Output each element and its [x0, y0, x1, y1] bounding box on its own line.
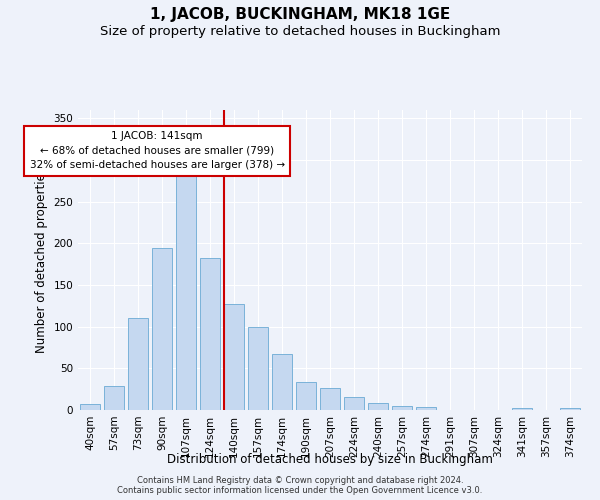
Bar	[248, 326, 268, 410]
Bar	[392, 406, 412, 410]
Bar	[272, 354, 292, 410]
Bar	[512, 408, 532, 410]
Bar	[224, 304, 244, 410]
Bar	[560, 408, 580, 410]
Bar	[176, 168, 196, 410]
Bar	[368, 404, 388, 410]
Text: Size of property relative to detached houses in Buckingham: Size of property relative to detached ho…	[100, 25, 500, 38]
Bar	[416, 406, 436, 410]
Text: 1, JACOB, BUCKINGHAM, MK18 1GE: 1, JACOB, BUCKINGHAM, MK18 1GE	[150, 8, 450, 22]
Text: 1 JACOB: 141sqm
← 68% of detached houses are smaller (799)
32% of semi-detached : 1 JACOB: 141sqm ← 68% of detached houses…	[29, 131, 285, 170]
Text: Contains HM Land Registry data © Crown copyright and database right 2024.
Contai: Contains HM Land Registry data © Crown c…	[118, 476, 482, 495]
Bar	[344, 396, 364, 410]
Bar	[80, 404, 100, 410]
Bar	[104, 386, 124, 410]
Bar	[320, 388, 340, 410]
Bar	[152, 248, 172, 410]
Bar	[128, 318, 148, 410]
Bar	[200, 258, 220, 410]
Y-axis label: Number of detached properties: Number of detached properties	[35, 167, 48, 353]
Bar	[296, 382, 316, 410]
Text: Distribution of detached houses by size in Buckingham: Distribution of detached houses by size …	[167, 452, 493, 466]
